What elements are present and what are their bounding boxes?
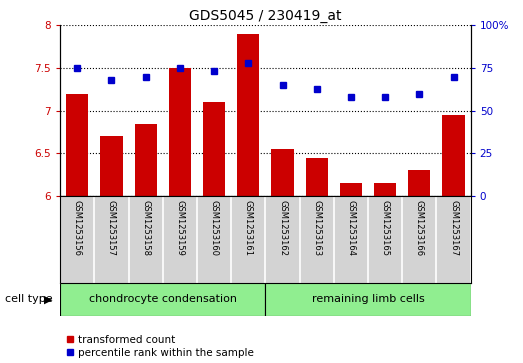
Text: GSM1253167: GSM1253167 xyxy=(449,200,458,257)
Bar xyxy=(408,170,430,196)
Bar xyxy=(442,115,465,196)
Bar xyxy=(237,34,259,196)
Bar xyxy=(60,283,265,316)
Bar xyxy=(374,183,396,196)
Bar xyxy=(100,136,122,196)
Text: GSM1253164: GSM1253164 xyxy=(346,200,356,256)
Title: GDS5045 / 230419_at: GDS5045 / 230419_at xyxy=(189,9,342,23)
Bar xyxy=(340,183,362,196)
Legend: transformed count, percentile rank within the sample: transformed count, percentile rank withi… xyxy=(65,335,254,358)
Text: ▶: ▶ xyxy=(44,294,53,305)
Text: GSM1253159: GSM1253159 xyxy=(175,200,185,256)
Text: GSM1253157: GSM1253157 xyxy=(107,200,116,256)
Bar xyxy=(266,283,471,316)
Bar xyxy=(271,149,293,196)
Text: chondrocyte condensation: chondrocyte condensation xyxy=(89,294,237,305)
Text: remaining limb cells: remaining limb cells xyxy=(312,294,425,305)
Bar xyxy=(66,94,88,196)
Text: GSM1253162: GSM1253162 xyxy=(278,200,287,256)
Bar xyxy=(169,68,191,196)
Bar xyxy=(134,123,157,196)
Text: GSM1253165: GSM1253165 xyxy=(381,200,390,256)
Text: GSM1253158: GSM1253158 xyxy=(141,200,150,256)
Bar xyxy=(203,102,225,196)
Text: GSM1253163: GSM1253163 xyxy=(312,200,321,257)
Text: GSM1253166: GSM1253166 xyxy=(415,200,424,257)
Bar xyxy=(305,158,328,196)
Text: GSM1253160: GSM1253160 xyxy=(210,200,219,256)
Text: GSM1253161: GSM1253161 xyxy=(244,200,253,256)
Text: GSM1253156: GSM1253156 xyxy=(73,200,82,256)
Text: cell type: cell type xyxy=(5,294,53,305)
